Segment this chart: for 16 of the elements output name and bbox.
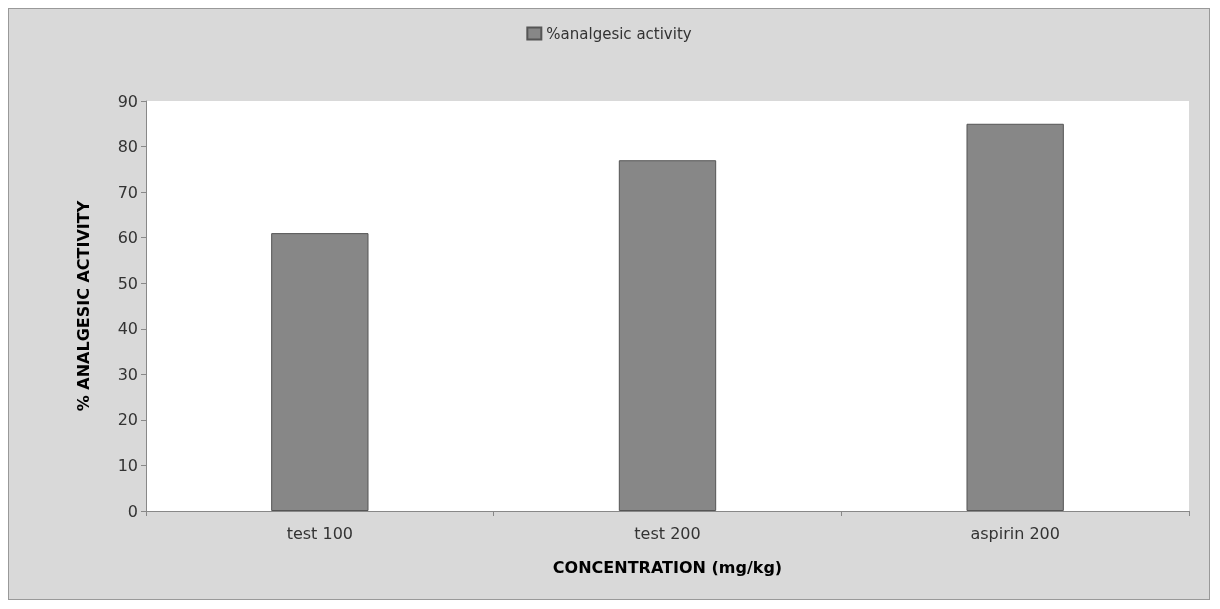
y-axis-title: % ANALGESIC ACTIVITY bbox=[73, 200, 93, 412]
x-tick-label: aspirin 200 bbox=[970, 523, 1060, 543]
y-tick-label: 40 bbox=[117, 319, 138, 339]
x-tick-label: test 100 bbox=[286, 523, 354, 543]
y-tick-label: 50 bbox=[117, 273, 138, 293]
y-tick-label: 30 bbox=[117, 364, 138, 384]
x-axis-title: CONCENTRATION (mg/kg) bbox=[552, 557, 783, 577]
y-tick-label: 90 bbox=[117, 91, 138, 111]
y-tick-label: 20 bbox=[117, 410, 138, 430]
x-tick-label: test 200 bbox=[634, 523, 701, 543]
y-tick-label: 0 bbox=[127, 501, 138, 521]
y-tick-label: 10 bbox=[117, 455, 138, 475]
y-tick-label: 80 bbox=[117, 137, 138, 157]
y-tick-label: 60 bbox=[117, 228, 138, 248]
y-tick-label: 70 bbox=[117, 182, 138, 202]
legend-label: %analgesic activity bbox=[546, 24, 692, 43]
